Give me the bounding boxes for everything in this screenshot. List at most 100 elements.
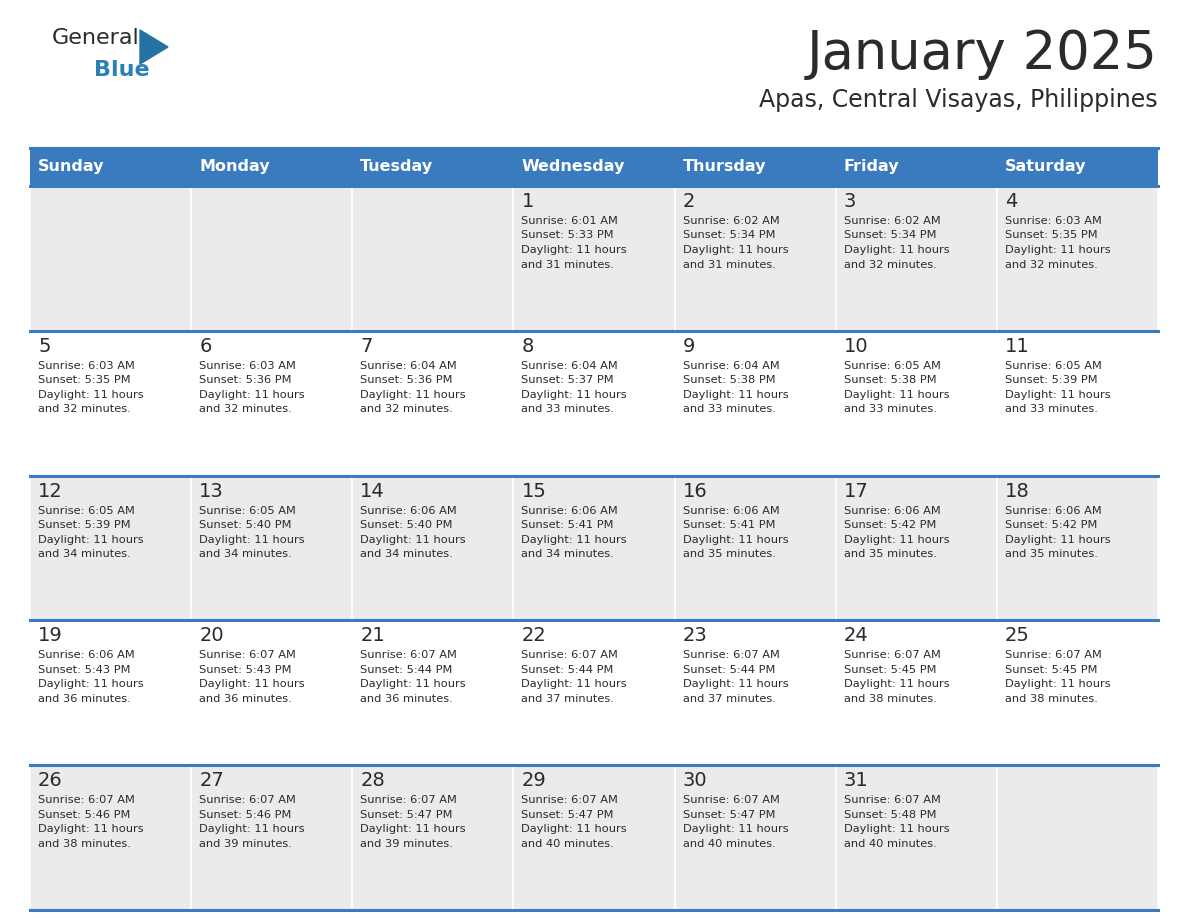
Text: 20: 20 (200, 626, 223, 645)
Text: and 40 minutes.: and 40 minutes. (683, 839, 776, 849)
Text: Daylight: 11 hours: Daylight: 11 hours (1005, 245, 1111, 255)
Text: 10: 10 (843, 337, 868, 356)
Text: Sunset: 5:46 PM: Sunset: 5:46 PM (38, 810, 131, 820)
Bar (513, 476, 675, 621)
Text: Sunrise: 6:07 AM: Sunrise: 6:07 AM (360, 650, 457, 660)
Text: Sunset: 5:33 PM: Sunset: 5:33 PM (522, 230, 614, 241)
Text: 1: 1 (522, 192, 533, 211)
Bar (30, 186, 191, 330)
Text: and 35 minutes.: and 35 minutes. (843, 549, 936, 559)
Bar (513, 186, 675, 330)
Text: 31: 31 (843, 771, 868, 790)
Bar (191, 186, 353, 330)
Text: Sunrise: 6:02 AM: Sunrise: 6:02 AM (843, 216, 941, 226)
Text: Blue: Blue (94, 60, 150, 80)
Text: Sunrise: 6:07 AM: Sunrise: 6:07 AM (683, 650, 779, 660)
Bar (675, 186, 835, 330)
Text: Daylight: 11 hours: Daylight: 11 hours (522, 679, 627, 689)
Text: Daylight: 11 hours: Daylight: 11 hours (1005, 390, 1111, 400)
Text: Sunrise: 6:06 AM: Sunrise: 6:06 AM (1005, 506, 1101, 516)
Text: and 33 minutes.: and 33 minutes. (1005, 404, 1098, 414)
Text: 28: 28 (360, 771, 385, 790)
Text: Daylight: 11 hours: Daylight: 11 hours (843, 824, 949, 834)
Text: and 32 minutes.: and 32 minutes. (200, 404, 292, 414)
Text: and 33 minutes.: and 33 minutes. (843, 404, 936, 414)
Bar (30, 148, 191, 186)
Text: and 37 minutes.: and 37 minutes. (522, 694, 614, 704)
Text: Sunset: 5:44 PM: Sunset: 5:44 PM (522, 665, 614, 675)
Text: 2: 2 (683, 192, 695, 211)
Text: Sunset: 5:34 PM: Sunset: 5:34 PM (683, 230, 775, 241)
Text: 15: 15 (522, 482, 546, 500)
Text: Sunset: 5:36 PM: Sunset: 5:36 PM (200, 375, 291, 386)
Text: Sunrise: 6:05 AM: Sunrise: 6:05 AM (843, 361, 941, 371)
Text: Wednesday: Wednesday (522, 160, 625, 174)
Text: Daylight: 11 hours: Daylight: 11 hours (360, 390, 466, 400)
Text: Daylight: 11 hours: Daylight: 11 hours (38, 679, 144, 689)
Text: Sunset: 5:39 PM: Sunset: 5:39 PM (38, 521, 131, 530)
Text: Saturday: Saturday (1005, 160, 1086, 174)
Text: Sunrise: 6:05 AM: Sunrise: 6:05 AM (38, 506, 135, 516)
Bar (30, 621, 191, 766)
Text: 9: 9 (683, 337, 695, 356)
Text: 23: 23 (683, 626, 707, 645)
Text: Sunrise: 6:07 AM: Sunrise: 6:07 AM (360, 795, 457, 805)
Bar (191, 766, 353, 910)
Text: 25: 25 (1005, 626, 1030, 645)
Bar (997, 621, 1158, 766)
Text: and 39 minutes.: and 39 minutes. (360, 839, 453, 849)
Bar (835, 621, 997, 766)
Text: Daylight: 11 hours: Daylight: 11 hours (200, 679, 305, 689)
Text: Sunset: 5:41 PM: Sunset: 5:41 PM (683, 521, 775, 530)
Text: Sunrise: 6:03 AM: Sunrise: 6:03 AM (200, 361, 296, 371)
Text: and 32 minutes.: and 32 minutes. (1005, 260, 1098, 270)
Bar (191, 476, 353, 621)
Bar (513, 148, 675, 186)
Bar (513, 621, 675, 766)
Text: and 38 minutes.: and 38 minutes. (843, 694, 936, 704)
Text: 8: 8 (522, 337, 533, 356)
Text: Sunrise: 6:06 AM: Sunrise: 6:06 AM (522, 506, 618, 516)
Text: Sunrise: 6:07 AM: Sunrise: 6:07 AM (38, 795, 135, 805)
Text: Daylight: 11 hours: Daylight: 11 hours (522, 245, 627, 255)
Text: Sunrise: 6:06 AM: Sunrise: 6:06 AM (38, 650, 134, 660)
Text: Daylight: 11 hours: Daylight: 11 hours (843, 679, 949, 689)
Bar (997, 148, 1158, 186)
Bar (835, 330, 997, 476)
Text: and 31 minutes.: and 31 minutes. (683, 260, 776, 270)
Bar (353, 148, 513, 186)
Text: Sunrise: 6:06 AM: Sunrise: 6:06 AM (683, 506, 779, 516)
Text: Sunrise: 6:07 AM: Sunrise: 6:07 AM (1005, 650, 1101, 660)
Text: Sunset: 5:47 PM: Sunset: 5:47 PM (683, 810, 775, 820)
Bar (191, 621, 353, 766)
Bar (30, 476, 191, 621)
Text: 4: 4 (1005, 192, 1017, 211)
Text: Friday: Friday (843, 160, 899, 174)
Bar (353, 330, 513, 476)
Bar (997, 330, 1158, 476)
Text: Sunrise: 6:05 AM: Sunrise: 6:05 AM (1005, 361, 1101, 371)
Text: 17: 17 (843, 482, 868, 500)
Polygon shape (140, 30, 168, 64)
Text: and 39 minutes.: and 39 minutes. (200, 839, 292, 849)
Text: January 2025: January 2025 (807, 28, 1158, 80)
Text: and 40 minutes.: and 40 minutes. (843, 839, 936, 849)
Text: and 36 minutes.: and 36 minutes. (38, 694, 131, 704)
Text: Sunrise: 6:07 AM: Sunrise: 6:07 AM (843, 795, 941, 805)
Bar (835, 148, 997, 186)
Text: Sunrise: 6:07 AM: Sunrise: 6:07 AM (200, 650, 296, 660)
Text: 3: 3 (843, 192, 857, 211)
Text: Sunset: 5:44 PM: Sunset: 5:44 PM (683, 665, 775, 675)
Text: Daylight: 11 hours: Daylight: 11 hours (683, 390, 788, 400)
Text: 18: 18 (1005, 482, 1030, 500)
Text: Sunrise: 6:04 AM: Sunrise: 6:04 AM (522, 361, 618, 371)
Text: Daylight: 11 hours: Daylight: 11 hours (200, 390, 305, 400)
Text: and 38 minutes.: and 38 minutes. (38, 839, 131, 849)
Text: 16: 16 (683, 482, 707, 500)
Text: Daylight: 11 hours: Daylight: 11 hours (683, 824, 788, 834)
Text: and 40 minutes.: and 40 minutes. (522, 839, 614, 849)
Text: and 34 minutes.: and 34 minutes. (522, 549, 614, 559)
Text: Daylight: 11 hours: Daylight: 11 hours (843, 534, 949, 544)
Text: 12: 12 (38, 482, 63, 500)
Text: 7: 7 (360, 337, 373, 356)
